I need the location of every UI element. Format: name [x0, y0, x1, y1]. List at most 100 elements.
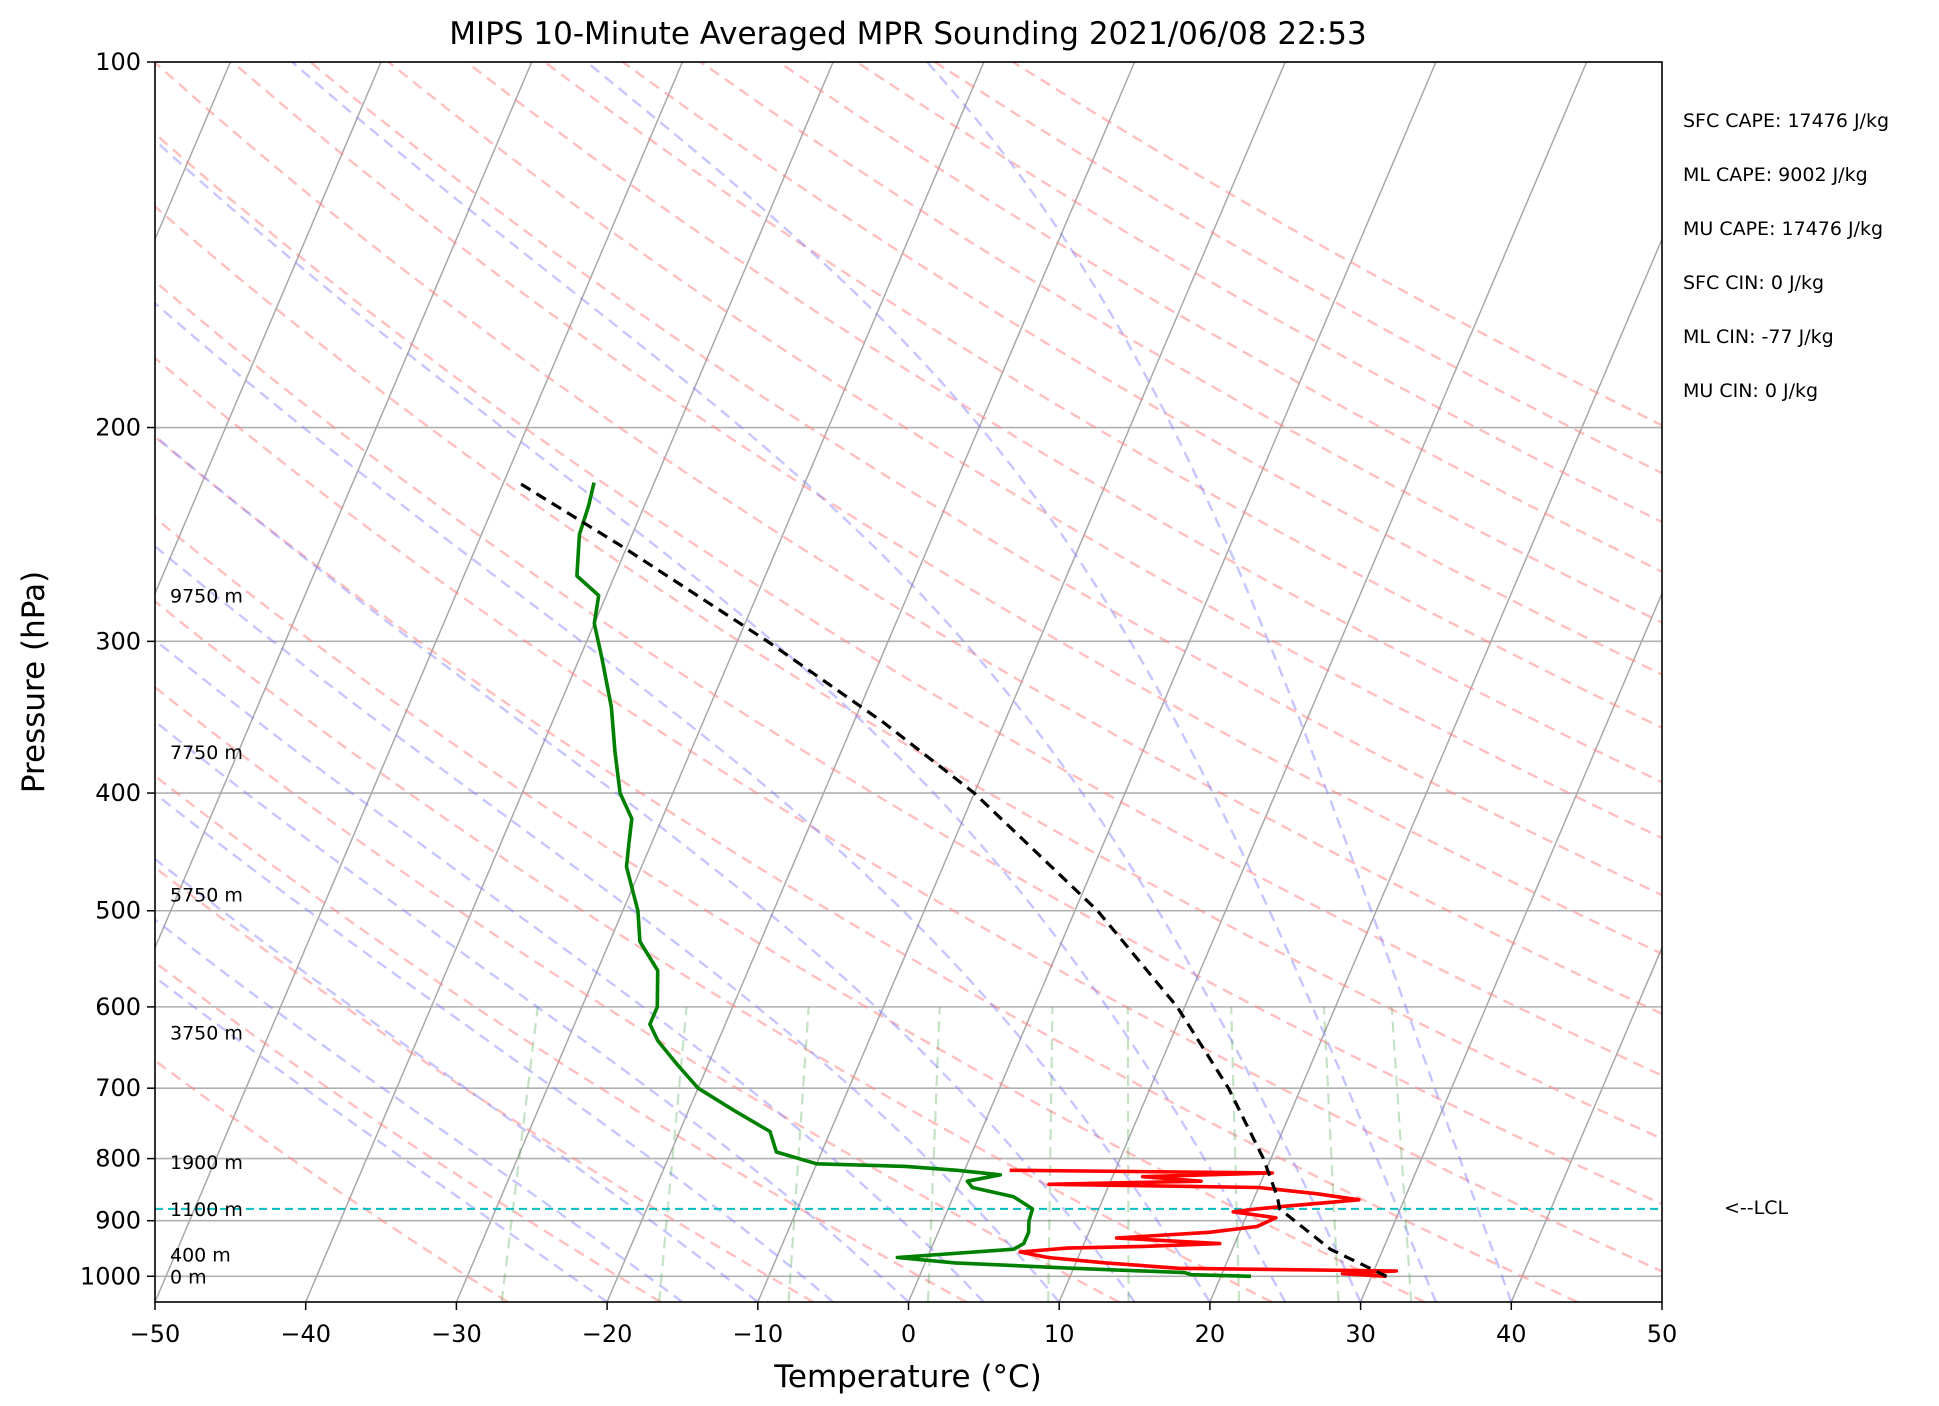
height-label: 9750 m	[170, 585, 243, 607]
moist-adiabat-line	[155, 857, 759, 1302]
dry-adiabat-line	[155, 279, 1662, 1206]
series-parcel-line	[517, 481, 1388, 1278]
skewed-isotherms	[155, 62, 1662, 1302]
x-tick-label: −30	[431, 1320, 482, 1348]
x-tick-label: 0	[901, 1320, 916, 1348]
moist-adiabat-line	[155, 301, 1211, 1302]
y-tick-label: 700	[95, 1074, 141, 1102]
height-label: 400 m	[170, 1245, 231, 1267]
dry-adiabat-line	[155, 516, 1426, 1302]
dry-adiabat-line	[465, 62, 1662, 784]
mixing-ratio-line	[1322, 1006, 1340, 1302]
height-label: 7750 m	[170, 742, 243, 764]
x-tick-label: 50	[1647, 1320, 1678, 1348]
ml-cin-label: ML CIN: -77 J/kg	[1683, 326, 1834, 348]
moist-adiabat-line	[155, 138, 1287, 1302]
plot-frame	[154, 61, 1663, 1303]
y-tick-label: 400	[95, 779, 141, 807]
ml-cape-label: ML CAPE: 9002 J/kg	[1683, 164, 1868, 186]
mu-cin-label: MU CIN: 0 J/kg	[1683, 380, 1819, 402]
moist-adiabats	[155, 62, 1513, 1302]
dry-adiabat-line	[155, 1059, 509, 1302]
y-tick-label: 800	[95, 1145, 141, 1173]
y-tick-label: 500	[95, 897, 141, 925]
x-axis-ticks: −50 −40 −30 −20 −10 0 10 20 30 40 50	[130, 1302, 1678, 1348]
x-tick-label: 30	[1345, 1320, 1376, 1348]
isotherm-line	[155, 62, 533, 950]
lcl-label: <--LCL	[1724, 1197, 1789, 1219]
isotherm-line	[155, 62, 684, 1302]
moist-adiabat-line	[155, 975, 608, 1302]
isobar-gridlines	[155, 62, 1662, 1278]
dry-adiabat-line	[155, 960, 662, 1302]
dry-adiabat-line	[155, 866, 815, 1302]
x-tick-label: 10	[1044, 1320, 1075, 1348]
moist-adiabat-line	[585, 62, 1438, 1302]
stability-indices: SFC CAPE: 17476 J/kg ML CAPE: 9002 J/kg …	[1683, 108, 1933, 432]
mixing-ratio-line	[787, 1006, 810, 1302]
y-axis-label: Pressure (hPa)	[16, 571, 52, 793]
isotherm-line	[606, 62, 1136, 1302]
y-tick-label: 200	[95, 414, 141, 442]
dry-adiabat-line	[155, 62, 1662, 1016]
isotherm-line	[305, 62, 834, 1302]
series-layer	[517, 481, 1399, 1279]
dry-adiabat-line	[387, 62, 1662, 840]
dry-adiabat-line	[155, 205, 1662, 1141]
mu-cape-label: MU CAPE: 17476 J/kg	[1683, 218, 1884, 240]
dry-adiabat-line	[155, 132, 1662, 1077]
height-label: 5750 m	[170, 885, 243, 907]
y-tick-label: 300	[95, 627, 141, 655]
moist-adiabat-line	[155, 918, 684, 1302]
mixing-ratio-line	[1126, 1006, 1130, 1302]
sfc-cape-label: SFC CAPE: 17476 J/kg	[1683, 110, 1890, 132]
sfc-cin-label: SFC CIN: 0 J/kg	[1683, 272, 1825, 294]
mixing-ratio-line	[1390, 1006, 1413, 1302]
y-tick-label: 900	[95, 1207, 141, 1235]
height-label: 1100 m	[170, 1199, 243, 1221]
dry-adiabat-line	[155, 435, 1579, 1302]
mixing-ratio-line	[500, 1006, 539, 1302]
isotherm-line	[1510, 945, 1662, 1302]
x-axis-label: Temperature (°C)	[773, 1359, 1042, 1395]
height-label: 0 m	[170, 1266, 207, 1288]
moist-adiabat-line	[291, 62, 1362, 1302]
x-tick-label: −40	[280, 1320, 331, 1348]
dry-adiabat-line	[621, 62, 1662, 676]
mixing-ratio-line	[926, 1006, 941, 1302]
dry-adiabat-line	[231, 62, 1662, 956]
y-axis-ticks: 1000 900 800 700 600 500 400 300 200 100	[80, 48, 155, 1290]
mixing-ratio-line	[1230, 1006, 1241, 1302]
moist-adiabat-line	[155, 638, 985, 1302]
isotherm-line	[1359, 591, 1662, 1302]
moist-adiabat-line	[155, 719, 910, 1302]
x-tick-label: −20	[582, 1320, 633, 1348]
dry-adiabat-line	[778, 62, 1662, 574]
x-tick-label: −50	[130, 1320, 181, 1348]
isotherm-line	[455, 62, 985, 1302]
moist-adiabat-line	[155, 792, 834, 1302]
x-tick-label: 40	[1496, 1320, 1527, 1348]
mixing-ratio-lines	[500, 1006, 1413, 1302]
height-label: 3750 m	[170, 1023, 243, 1045]
isotherm-line	[1209, 237, 1662, 1302]
height-label: 1900 m	[170, 1152, 243, 1174]
series-dewpoint-line	[575, 482, 1252, 1279]
dry-adiabat-line	[155, 599, 1273, 1302]
x-tick-label: −10	[732, 1320, 783, 1348]
series-temperature-line	[1009, 1168, 1399, 1279]
y-tick-label: 1000	[80, 1262, 141, 1290]
isotherm-line	[155, 62, 382, 596]
y-tick-label: 600	[95, 993, 141, 1021]
moist-adiabat-line	[926, 62, 1513, 1302]
dry-adiabat-line	[155, 685, 1120, 1302]
isotherm-line	[1058, 62, 1588, 1302]
chart-title: MIPS 10-Minute Averaged MPR Sounding 202…	[449, 16, 1366, 52]
moist-adiabat-line	[155, 544, 1061, 1302]
dry-adiabat-line	[155, 356, 1662, 1273]
moist-adiabat-line	[155, 434, 1136, 1302]
mixing-ratio-line	[1047, 1006, 1054, 1302]
x-tick-label: 20	[1195, 1320, 1226, 1348]
